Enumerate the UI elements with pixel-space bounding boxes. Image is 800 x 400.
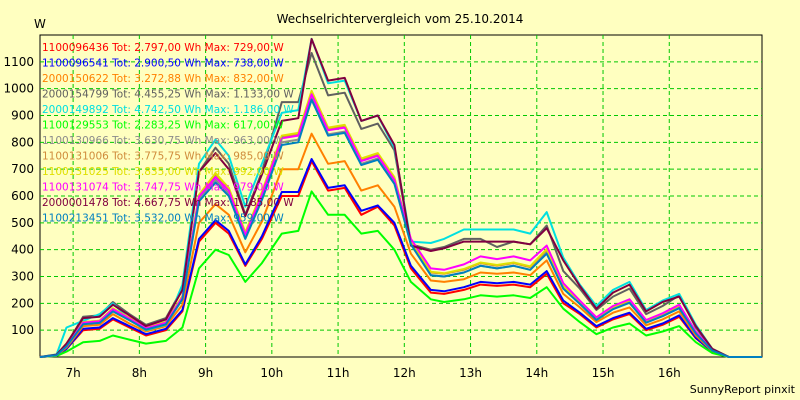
x-tick-label: 13h [459,366,482,380]
x-tick-label: 11h [327,366,350,380]
x-tick-label: 15h [592,366,615,380]
y-tick-label: 200 [11,296,34,310]
y-tick-label: 1100 [3,55,34,69]
footer-credit: SunnyReport pinxit [690,383,796,396]
x-tick-label: 8h [132,366,147,380]
series-line [39,98,762,358]
legend-entry: 1100131074 Tot: 3.747,75 Wh Max: 979,00 … [42,182,284,194]
legend-entry: 1100129553 Tot: 2.283,25 Wh Max: 617,00 … [42,120,284,132]
legend-entry: 1100131025 Tot: 3.835,00 Wh Max: 992,00 … [42,166,284,178]
x-tick-label: 14h [525,366,548,380]
legend-entry: 2000154799 Tot: 4.455,25 Wh Max: 1.133,0… [42,89,294,101]
legend-entry: 2000001478 Tot: 4.667,75 Wh Max: 1.185,0… [42,197,294,209]
series-line [39,132,762,358]
x-tick-label: 10h [260,366,283,380]
legend-entry: 2000150622 Tot: 3.272,88 Wh Max: 832,00 … [42,73,284,85]
y-tick-label: 400 [11,243,34,257]
y-axis-ticks: 100 200 300 400 500 600 700 800 900 1000 1100 [3,55,34,337]
series-lines [39,37,762,358]
x-tick-label: 12h [393,366,416,380]
series-line [39,93,762,358]
legend-entry: 1100213451 Tot: 3.532,00 Wh Max: 959,00 … [42,213,284,225]
x-axis-ticks: 7h 8h 9h 10h 11h 12h 13h 14h 15h 16h [65,366,680,380]
x-tick-label: 9h [198,366,213,380]
legend-entry: 1100131006 Tot: 3.775,75 Wh Max: 985,00 … [42,151,284,163]
y-tick-label: 300 [11,270,34,284]
legend: 1100096436 Tot: 2.797,00 Wh Max: 729,00 … [42,42,294,225]
y-tick-label: 100 [11,323,34,337]
y-tick-label: 600 [11,189,34,203]
y-tick-label: 700 [11,162,34,176]
legend-entry: 1100096436 Tot: 2.797,00 Wh Max: 729,00 … [42,42,284,54]
chart-title: Wechselrichtervergleich vom 25.10.2014 [277,12,524,26]
y-tick-label: 800 [11,135,34,149]
series-line [39,38,762,358]
legend-entry: 2000149892 Tot: 4.742,50 Wh Max: 1.186,0… [42,104,294,116]
legend-entry: 1100096541 Tot: 2.900,50 Wh Max: 738,00 … [42,58,284,70]
y-tick-label: 900 [11,109,34,123]
legend-entry: 1100130966 Tot: 3.630,75 Wh Max: 963,00 … [42,135,284,147]
y-tick-label: 500 [11,216,34,230]
series-line [39,158,762,358]
x-tick-label: 7h [65,366,80,380]
series-line [39,190,762,358]
y-axis-label: W [34,17,46,31]
y-tick-label: 1000 [3,82,34,96]
x-tick-label: 16h [658,366,681,380]
